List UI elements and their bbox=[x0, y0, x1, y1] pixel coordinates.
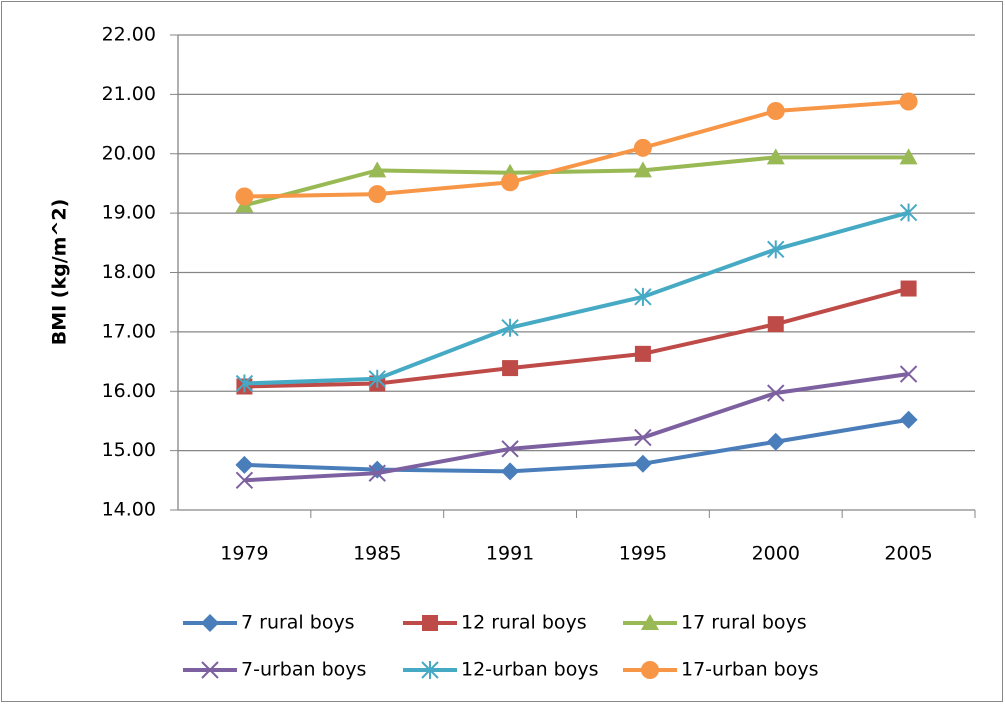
data-point bbox=[634, 428, 652, 447]
legend-label: 12-urban boys bbox=[461, 659, 599, 681]
data-point bbox=[235, 187, 254, 206]
y-tick-label: 19.00 bbox=[102, 202, 156, 224]
data-point bbox=[899, 92, 918, 111]
legend-marker bbox=[641, 661, 659, 679]
y-axis-label: BMI (kg/m^2) bbox=[49, 199, 71, 346]
data-point bbox=[501, 173, 520, 192]
x-tick-label: 1979 bbox=[220, 543, 268, 565]
y-tick-label: 22.00 bbox=[102, 24, 156, 46]
data-point bbox=[633, 161, 652, 178]
y-tick-label: 21.00 bbox=[102, 83, 156, 105]
y-tick-label: 20.00 bbox=[102, 142, 156, 164]
data-point bbox=[501, 440, 519, 458]
data-point bbox=[899, 203, 918, 222]
legend-marker bbox=[422, 615, 438, 631]
data-point bbox=[767, 384, 785, 402]
series-line bbox=[244, 210, 910, 386]
data-point bbox=[502, 360, 519, 377]
data-point bbox=[634, 345, 651, 362]
data-point bbox=[634, 287, 652, 306]
data-point bbox=[368, 369, 386, 388]
data-point bbox=[767, 316, 784, 333]
series-line bbox=[244, 286, 910, 389]
data-point bbox=[767, 240, 785, 259]
data-point bbox=[766, 148, 785, 165]
y-tick-label: 18.00 bbox=[102, 261, 156, 283]
data-point bbox=[235, 471, 254, 490]
legend-marker bbox=[641, 614, 659, 630]
data-point bbox=[501, 318, 519, 337]
legend-marker bbox=[421, 661, 439, 679]
y-tick-label: 15.00 bbox=[102, 439, 156, 461]
legend-label: 17-urban boys bbox=[681, 659, 819, 681]
y-tick-label: 14.00 bbox=[102, 499, 156, 521]
series-line bbox=[243, 155, 909, 208]
data-point bbox=[899, 148, 918, 165]
data-point bbox=[766, 432, 785, 451]
data-point bbox=[766, 102, 785, 120]
data-point bbox=[899, 365, 918, 383]
legend-marker bbox=[201, 614, 219, 632]
data-point bbox=[368, 464, 386, 482]
x-tick-label: 1991 bbox=[486, 543, 534, 565]
data-point bbox=[235, 374, 254, 393]
x-tick-label: 2005 bbox=[884, 543, 932, 565]
x-tick-label: 2000 bbox=[752, 543, 800, 565]
data-point bbox=[368, 161, 387, 178]
legend-label: 12 rural boys bbox=[461, 612, 587, 634]
data-point bbox=[633, 138, 652, 157]
series-line bbox=[244, 99, 909, 199]
series-line bbox=[244, 372, 909, 483]
data-point bbox=[368, 185, 387, 204]
data-point bbox=[235, 455, 254, 474]
legend-label: 7-urban boys bbox=[241, 659, 366, 681]
x-tick-label: 1985 bbox=[353, 543, 401, 565]
data-point bbox=[900, 280, 917, 297]
legend-label: 17 rural boys bbox=[681, 612, 807, 634]
data-point bbox=[633, 454, 652, 473]
data-point bbox=[501, 462, 520, 481]
x-tick-label: 1995 bbox=[619, 543, 667, 565]
y-tick-label: 17.00 bbox=[102, 320, 156, 342]
legend-marker bbox=[201, 661, 219, 679]
y-tick-label: 16.00 bbox=[102, 380, 156, 402]
data-point bbox=[899, 410, 918, 429]
series-line bbox=[244, 417, 909, 474]
legend-label: 7 rural boys bbox=[241, 612, 355, 634]
